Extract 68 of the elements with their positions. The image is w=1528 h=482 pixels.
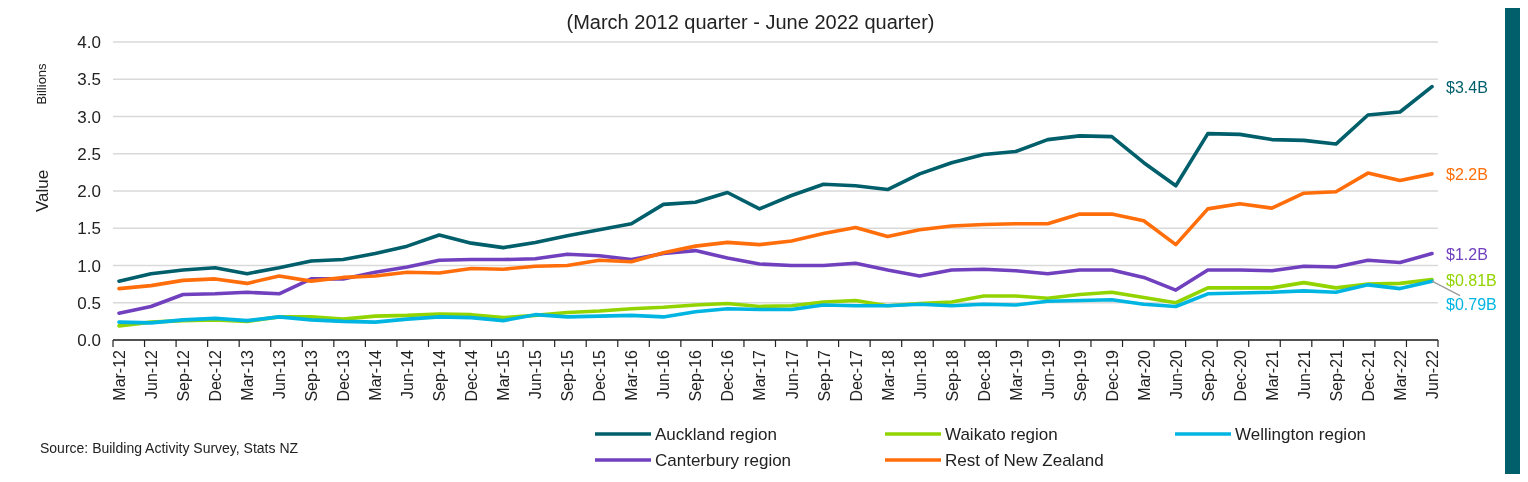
x-tick-label: Dec-15	[591, 349, 609, 402]
line-series	[117, 248, 1434, 315]
x-tick-label: Mar-15	[495, 349, 513, 401]
y-tick-label: 4.0	[77, 33, 101, 52]
x-tick-label: Jun-12	[143, 349, 161, 399]
x-tick-label: Dec-20	[1231, 349, 1249, 402]
annotation: $0.79B	[1446, 295, 1497, 313]
x-tick-label: Dec-12	[207, 349, 225, 402]
x-tick-label: Jun-14	[399, 349, 417, 399]
x-tick-label: Sep-19	[1071, 349, 1089, 402]
x-tick-label: Sep-16	[687, 349, 705, 402]
x-tick-label: Mar-20	[1135, 349, 1153, 401]
x-tick-label: Dec-21	[1359, 349, 1377, 402]
line-series	[117, 171, 1434, 291]
x-tick-label: Mar-13	[239, 349, 257, 401]
y-tick-label: 1.0	[77, 256, 101, 276]
x-tick-label: Mar-16	[623, 349, 641, 401]
x-tick-label: Jun-22	[1424, 349, 1441, 399]
x-tick-label: Mar-17	[751, 349, 769, 401]
x-tick-label: Jun-13	[271, 349, 289, 399]
legend-label: Auckland region	[655, 425, 777, 444]
y-tick-label: 3.0	[77, 107, 101, 127]
x-tick-label: Sep-18	[943, 349, 961, 402]
x-tick-label: Dec-17	[847, 349, 865, 402]
x-tick-label: Jun-15	[527, 349, 545, 399]
text: Billions	[34, 62, 49, 105]
legend-label: Wellington region	[1235, 425, 1367, 444]
source-note: Source: Building Activity Survey, Stats NZ	[40, 440, 299, 456]
x-tick-label: Dec-13	[335, 349, 353, 402]
x-tick-label: Jun-21	[1295, 349, 1313, 399]
annotation: $0.81B	[1446, 271, 1497, 289]
y-tick-label: 0.5	[77, 293, 101, 313]
x-tick-label: Mar-18	[879, 349, 897, 401]
y-tick-label: 2.0	[77, 182, 101, 201]
x-tick-label: Sep-13	[303, 349, 321, 402]
legend-label: Waikato region	[945, 425, 1058, 444]
x-tick-label: Sep-17	[815, 349, 833, 402]
x-tick-label: Mar-12	[111, 349, 128, 401]
y-tick-label: 2.5	[77, 144, 101, 164]
x-tick-label: Dec-16	[719, 349, 737, 402]
y-tick-label: 0.0	[77, 331, 101, 350]
x-tick-label: Mar-14	[367, 349, 385, 401]
x-tick-label: Sep-15	[559, 349, 577, 402]
x-tick-label: Mar-21	[1263, 349, 1281, 401]
y-tick-label: 3.5	[77, 70, 101, 90]
x-tick-label: Jun-18	[911, 349, 929, 399]
x-tick-label: Jun-20	[1167, 349, 1185, 399]
x-tick-label: Mar-22	[1391, 349, 1409, 401]
x-tick-label: Sep-21	[1327, 349, 1345, 402]
x-tick-label: Sep-12	[175, 349, 193, 402]
legend-label: Rest of New Zealand	[945, 451, 1104, 470]
x-tick-label: Dec-19	[1103, 349, 1121, 402]
x-tick-label: Jun-17	[783, 349, 801, 399]
x-tick-label: Sep-20	[1199, 349, 1217, 402]
annotation: $3.4B	[1446, 78, 1488, 96]
x-tick-label: Mar-19	[1007, 349, 1025, 401]
x-tick-label: Dec-18	[975, 349, 993, 402]
x-tick-label: Jun-16	[655, 349, 673, 399]
y-tick-label: 1.5	[77, 219, 101, 239]
line-series	[117, 84, 1434, 283]
x-tick-label: Dec-14	[463, 349, 481, 402]
annotation: $2.2B	[1446, 165, 1488, 183]
x-tick-label: Jun-19	[1039, 349, 1057, 399]
annotation: $1.2B	[1446, 245, 1488, 263]
y-axis-title: Value	[33, 169, 52, 213]
chart-subtitle: (March 2012 quarter - June 2022 quarter)	[566, 11, 935, 33]
legend-label: Canterbury region	[655, 451, 792, 470]
x-tick-label: Sep-14	[431, 349, 449, 402]
